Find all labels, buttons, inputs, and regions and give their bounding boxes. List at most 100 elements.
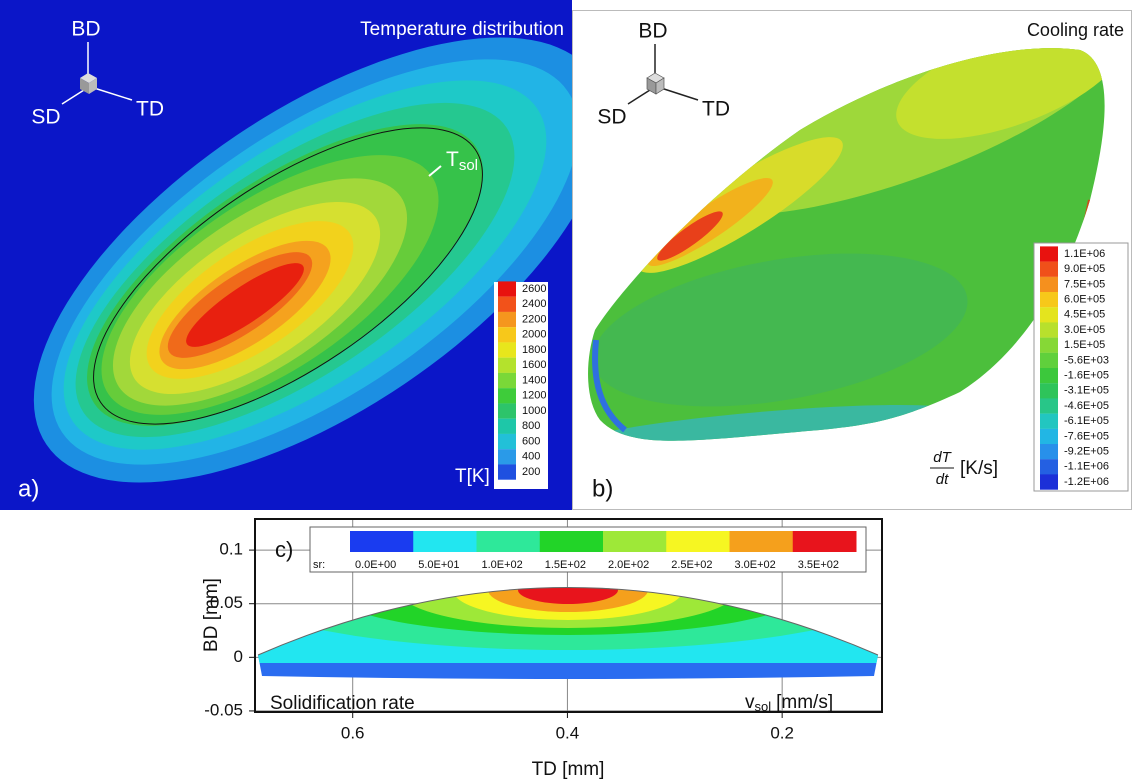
colorbar-swatch	[1040, 368, 1058, 384]
triad-label: SD	[31, 106, 60, 129]
panel-title: Temperature distribution	[360, 19, 564, 40]
colorbar-swatch	[1040, 398, 1058, 414]
y-tick-label: -0.05	[204, 700, 243, 719]
colorbar: 1.1E+06 9.0E+05 7.5E+05 6.0E+05 4.5E+05 3.0E+…	[1040, 246, 1109, 490]
colorbar-swatch	[1040, 383, 1058, 399]
colorbar-label: 1200	[522, 390, 546, 402]
colorbar-label: -1.6E+05	[1064, 370, 1109, 382]
panel-label: b)	[592, 475, 613, 502]
triad-label: BD	[638, 20, 667, 43]
colorbar-label: -6.1E+05	[1064, 415, 1109, 427]
legend-prefix: sr:	[313, 559, 325, 571]
unit-label: vsol [mm/s]	[745, 692, 833, 714]
legend-label: 2.5E+02	[671, 559, 712, 571]
colorbar-label: 3.0E+05	[1064, 324, 1105, 336]
colorbar-label: 1800	[522, 344, 546, 356]
legend-label: 3.5E+02	[798, 559, 839, 571]
contour-band	[592, 253, 968, 407]
contour-band	[896, 48, 1105, 139]
colorbar-label: -4.6E+05	[1064, 400, 1109, 412]
colorbar-swatch	[498, 388, 516, 404]
colorbar-label: -3.1E+05	[1064, 385, 1109, 397]
y-tick-label: 0.05	[210, 593, 243, 612]
legend-swatch	[792, 531, 857, 552]
legend-swatch	[476, 531, 541, 552]
legend-swatch	[603, 531, 667, 552]
x-tick-label: 0.2	[770, 723, 794, 742]
isoline-label: Tsol	[446, 148, 478, 174]
colorbar-swatch	[1040, 352, 1058, 369]
colorbar-unit: [K/s]	[960, 458, 998, 479]
legend-swatch	[666, 531, 730, 552]
colorbar-label: 600	[522, 435, 540, 447]
colorbar-swatch	[498, 357, 516, 373]
x-tick-label: 0.6	[341, 723, 365, 742]
colorbar-label: 9.0E+05	[1064, 263, 1105, 275]
contour-band	[588, 404, 960, 441]
triad-label: TD	[702, 98, 730, 121]
panel-title: Cooling rate	[1027, 20, 1124, 40]
y-tick-label: 0	[234, 647, 243, 666]
solidus-isoline	[93, 127, 483, 425]
colorbar-swatch	[498, 403, 516, 419]
colorbar-swatch	[1040, 428, 1058, 445]
colorbar-label: -7.6E+05	[1064, 430, 1109, 442]
legend-label: 1.5E+02	[545, 559, 586, 571]
colorbar-label: 7.5E+05	[1064, 278, 1105, 290]
triad-label: TD	[136, 98, 164, 121]
annotation: Solidification rate	[270, 693, 415, 714]
body-bands	[588, 48, 1105, 441]
colorbar-swatch	[1040, 337, 1058, 353]
colorbar-swatch	[1040, 261, 1058, 277]
colorbar-label: 1600	[522, 359, 546, 371]
colorbar-swatch	[1040, 292, 1058, 308]
legend-label: 3.0E+02	[735, 559, 776, 571]
panel-label: c)	[275, 537, 293, 562]
legend-label: 1.0E+02	[482, 559, 523, 571]
y-axis-label: BD [mm]	[201, 578, 222, 652]
x-axis-label: TD [mm]	[532, 759, 605, 780]
colorbar-swatch	[498, 311, 516, 328]
colorbar-unit: dT	[933, 449, 952, 466]
melt-pool-outline	[257, 587, 879, 656]
axis-triad	[627, 44, 699, 105]
triad-cube	[646, 72, 665, 95]
colorbar-label: 1000	[522, 405, 546, 417]
colorbar-swatch	[498, 433, 516, 450]
colorbar-swatch	[498, 449, 516, 465]
colorbar-swatch	[1040, 459, 1058, 475]
contour-band	[518, 587, 618, 604]
colorbar-label: -5.6E+03	[1064, 354, 1109, 366]
colorbar-label: 200	[522, 466, 540, 478]
legend-swatch	[350, 531, 414, 552]
colorbar-label: 4.5E+05	[1064, 309, 1105, 321]
colorbar-label: 2000	[522, 329, 546, 341]
colorbar-unit: T[K]	[455, 466, 490, 487]
colorbar-label: -1.1E+06	[1064, 461, 1109, 473]
colorbar-swatch	[1040, 444, 1058, 460]
triad-label: SD	[597, 106, 626, 129]
colorbar-swatch	[1040, 413, 1058, 429]
contour-band	[186, 263, 304, 347]
x-tick-label: 0.4	[556, 723, 580, 742]
temperature-contours	[33, 37, 572, 483]
colorbar-swatch	[498, 372, 516, 389]
triad-cube	[80, 73, 97, 94]
colorbar-swatch	[498, 418, 516, 434]
colorbar-swatch	[498, 296, 516, 312]
colorbar-swatch	[1040, 474, 1058, 490]
colorbar-label: 400	[522, 451, 540, 463]
solidification-contours	[258, 587, 878, 679]
triad-label: BD	[71, 18, 100, 41]
colorbar-swatch	[498, 327, 516, 343]
isoline-leader	[428, 165, 442, 177]
colorbar-swatch	[1040, 246, 1058, 262]
colorbar: 2600 2400 2200 2000 1800 1600 1400 1200 1000 800 6…	[498, 281, 546, 480]
colorbar-label: -1.2E+06	[1064, 476, 1109, 488]
panel-label: a)	[18, 475, 39, 502]
y-tick-label: 0.1	[219, 540, 243, 559]
colorbar-swatch	[498, 281, 516, 297]
colorbar-label: 2400	[522, 298, 546, 310]
colorbar-label: 6.0E+05	[1064, 294, 1105, 306]
